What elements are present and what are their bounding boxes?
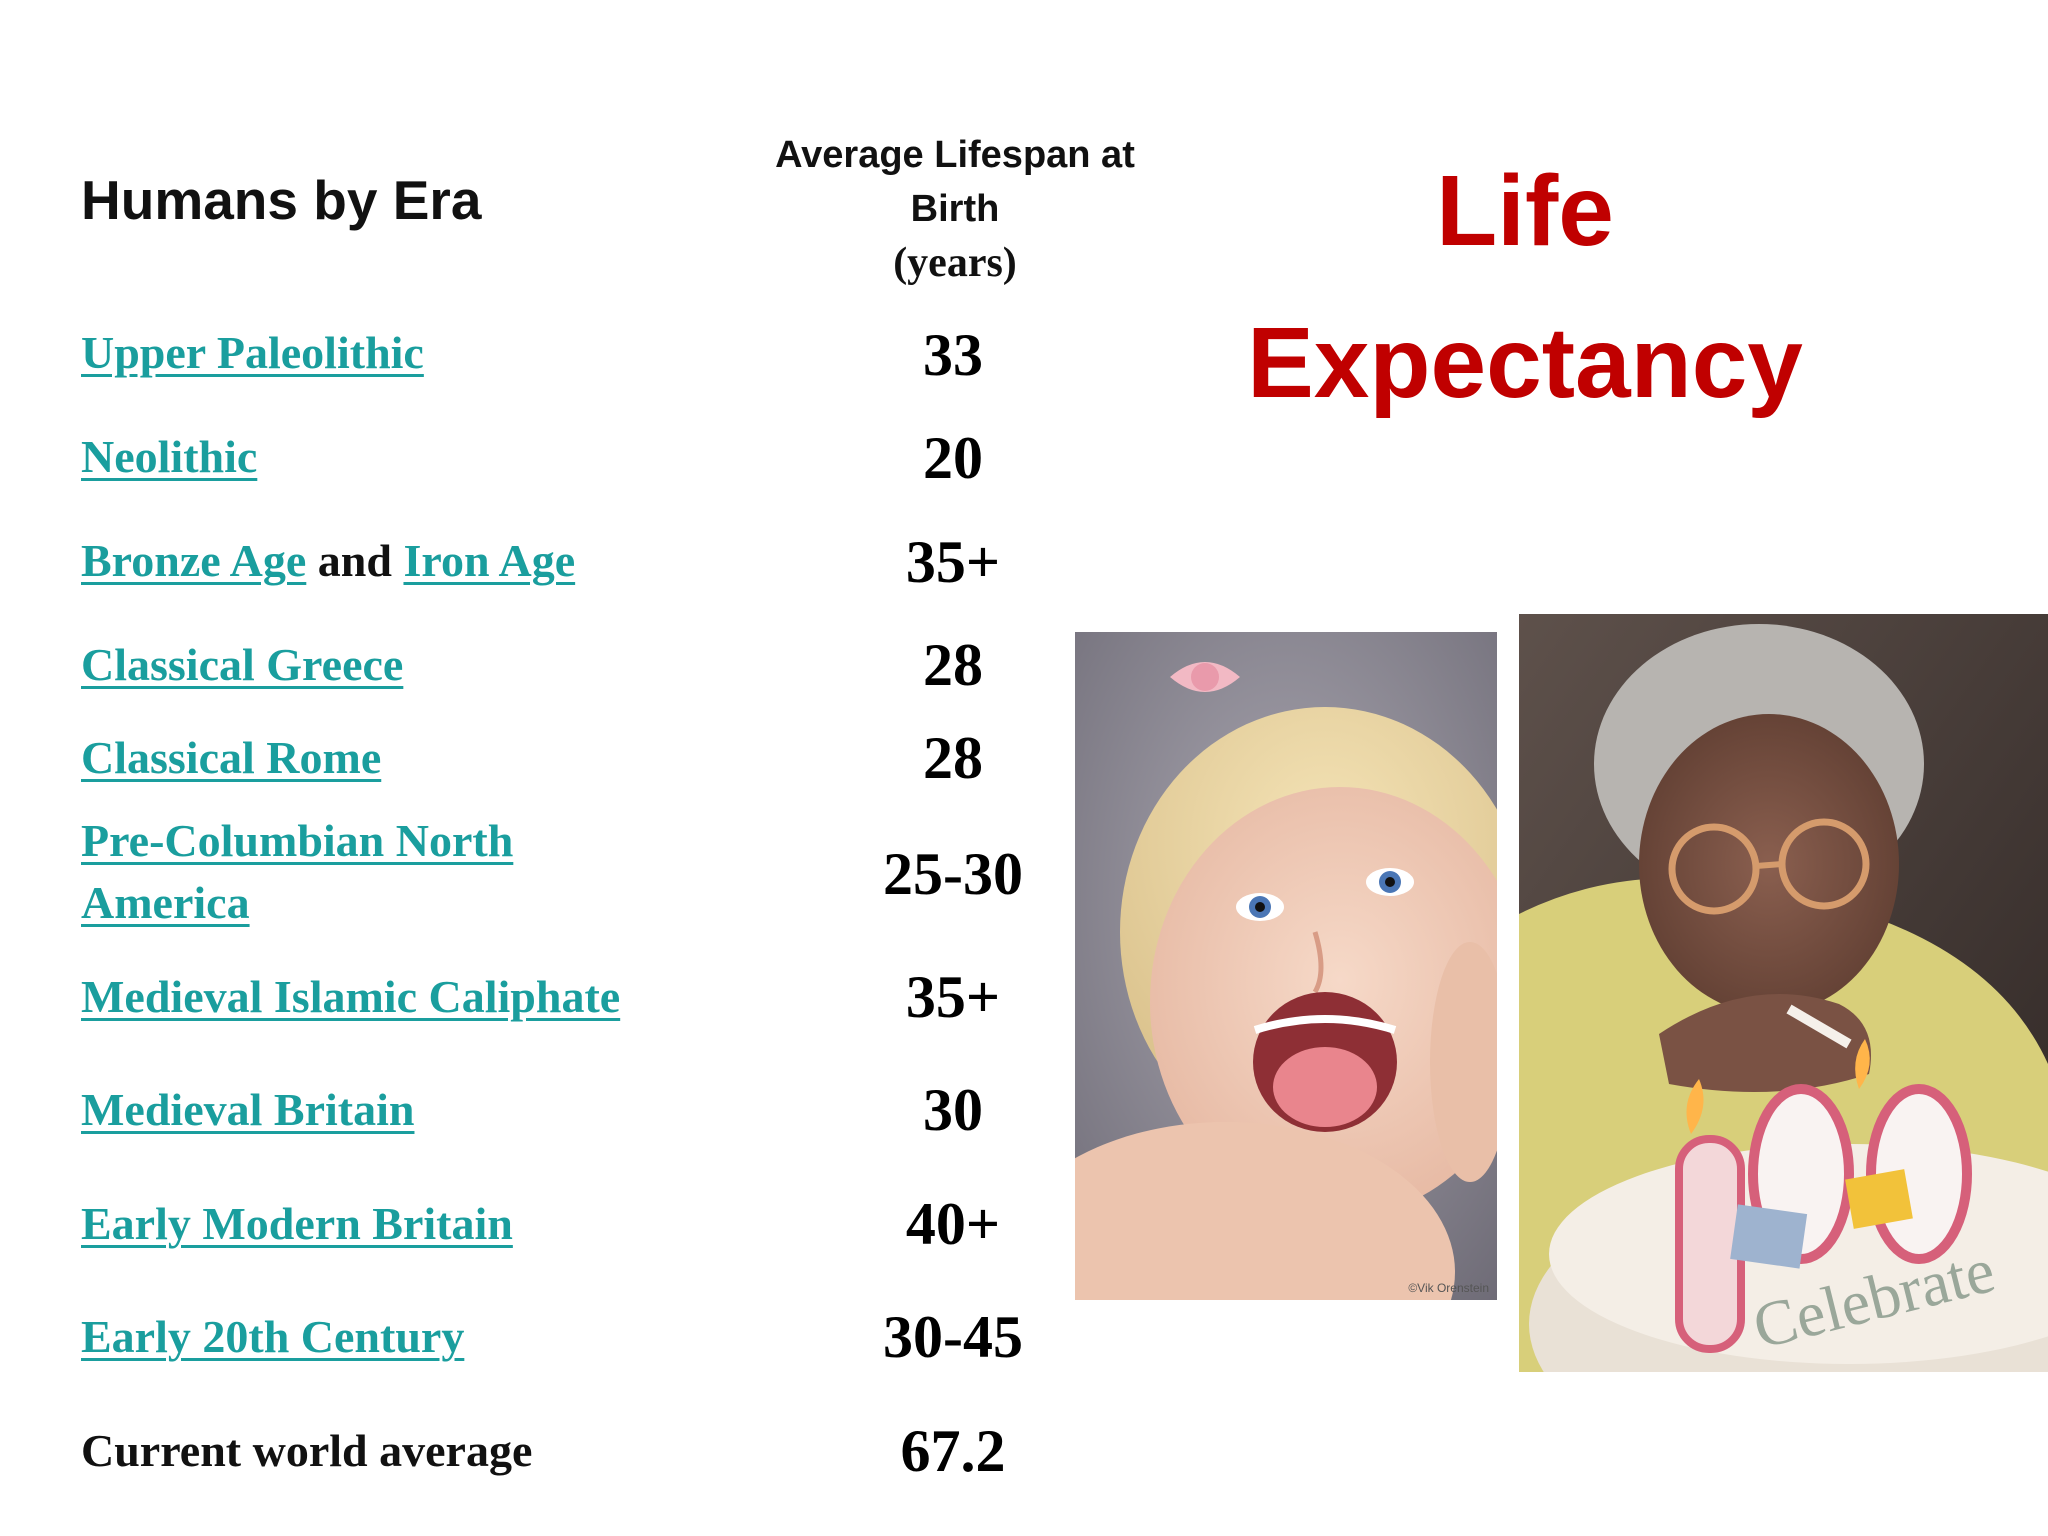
era-row-neolithic: Neolithic	[81, 426, 257, 488]
lifespan-value: 30	[923, 1077, 983, 1143]
era-row-upper-paleolithic: Upper Paleolithic	[81, 322, 424, 384]
era-link[interactable]: Classical Rome	[81, 732, 382, 783]
era-row-pre-columbian: Pre-Columbian North America	[81, 810, 513, 934]
lifespan-value: 35+	[905, 964, 1001, 1030]
era-row-current-world: Current world average	[81, 1420, 532, 1482]
era-link-iron-age[interactable]: Iron Age	[403, 535, 576, 586]
era-link-bronze-age[interactable]: Bronze Age	[81, 535, 307, 586]
title-line1: Life	[1436, 155, 1614, 267]
lifespan-value: 33	[923, 322, 983, 388]
baby-photo: ©Vik Orenstein	[1075, 632, 1497, 1300]
era-link[interactable]: Classical Greece	[81, 639, 404, 690]
lifespan-value: 28	[923, 725, 983, 791]
lifespan-header-line1: Average Lifespan at	[775, 134, 1135, 176]
era-column-header: Humans by Era	[81, 169, 482, 231]
lifespan-value: 30-45	[883, 1304, 1023, 1370]
lifespan-value: 28	[923, 632, 983, 698]
lifespan-value: 40+	[905, 1191, 1001, 1257]
elderly-woman-cake-photo: 1 0 0 Celebrate	[1519, 614, 2048, 1372]
era-joiner: and	[306, 535, 404, 586]
slide-title: Life Expectancy	[1200, 135, 1850, 439]
lifespan-header-line3: (years)	[893, 240, 1017, 286]
era-row-early-20th-century: Early 20th Century	[81, 1306, 464, 1368]
era-link-line1[interactable]: Pre-Columbian North	[81, 815, 514, 866]
lifespan-value: 67.2	[900, 1418, 1006, 1484]
era-link[interactable]: Neolithic	[81, 431, 258, 482]
era-row-bronze-iron: Bronze Age and Iron Age	[81, 530, 575, 592]
era-row-classical-greece: Classical Greece	[81, 634, 403, 696]
lifespan-column-header: Average Lifespan at Birth (years)	[745, 128, 1165, 290]
era-link[interactable]: Medieval Islamic Caliphate	[81, 971, 621, 1022]
lifespan-value: 35+	[905, 529, 1001, 595]
lifespan-header-line2: Birth	[910, 188, 1000, 230]
era-row-medieval-britain: Medieval Britain	[81, 1079, 414, 1141]
era-link[interactable]: Early 20th Century	[81, 1311, 465, 1362]
era-label: Current world average	[81, 1425, 533, 1476]
era-row-classical-rome: Classical Rome	[81, 727, 381, 789]
photo-credit: ©Vik Orenstein	[1408, 1281, 1489, 1295]
era-link[interactable]: Upper Paleolithic	[81, 327, 424, 378]
era-link[interactable]: Early Modern Britain	[81, 1198, 513, 1249]
era-link[interactable]: Medieval Britain	[81, 1084, 415, 1135]
era-row-early-modern-britain: Early Modern Britain	[81, 1193, 513, 1255]
lifespan-value: 20	[923, 425, 983, 491]
lifespan-value: 25-30	[883, 841, 1023, 907]
era-link-line2[interactable]: America	[81, 877, 250, 928]
title-line2: Expectancy	[1247, 307, 1803, 419]
era-row-medieval-islamic: Medieval Islamic Caliphate	[81, 966, 620, 1028]
